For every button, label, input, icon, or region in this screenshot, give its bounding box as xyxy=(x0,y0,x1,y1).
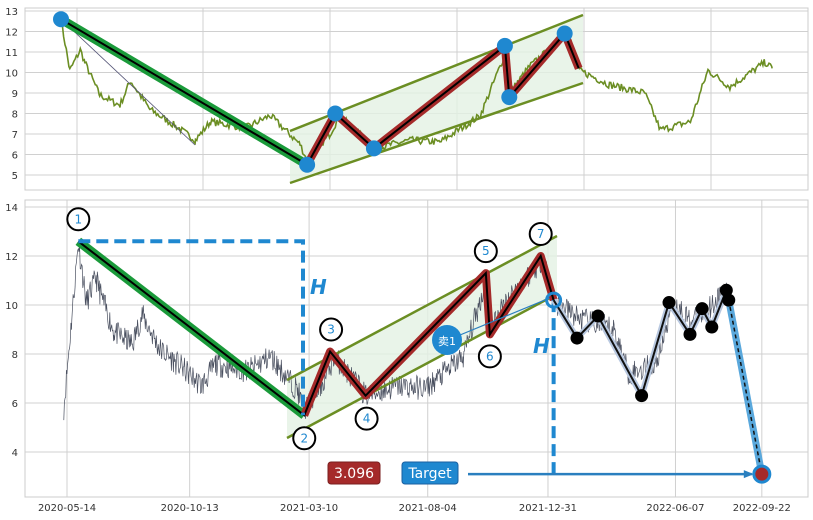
x-tick-label: 2021-12-31 xyxy=(519,503,577,514)
pivot-marker xyxy=(299,156,316,173)
y-tick-label: 8 xyxy=(12,350,18,361)
y-tick-label: 12 xyxy=(5,252,18,263)
forecast-point xyxy=(695,302,709,316)
y-tick-label: 12 xyxy=(5,28,18,39)
x-tick-label: 2021-08-04 xyxy=(399,503,457,514)
guide-arrow xyxy=(60,18,196,146)
top-panel: 5 6 7 8 9 10 11 12 13 xyxy=(5,7,809,191)
forecast-point xyxy=(570,331,584,345)
y-tick-label: 8 xyxy=(12,110,18,121)
wave-label-circle xyxy=(354,406,379,431)
forecast-path xyxy=(552,287,730,399)
wave-label: 7 xyxy=(537,227,545,241)
wave-label: 2 xyxy=(300,431,308,445)
target-value-box xyxy=(327,461,381,485)
forecast-point xyxy=(635,389,649,403)
pivot-path xyxy=(77,240,555,417)
y-tick-label: 7 xyxy=(12,130,18,141)
y-tick-label: 9 xyxy=(12,89,18,100)
price-line xyxy=(63,244,732,421)
wave-label-circle xyxy=(66,207,91,232)
target-marker xyxy=(752,464,772,484)
x-tick-label: 2020-10-13 xyxy=(161,503,219,514)
forecast-point xyxy=(705,320,719,334)
x-tick-label: 2022-09-22 xyxy=(733,503,791,514)
sell-marker xyxy=(432,325,462,355)
channel-lower xyxy=(289,81,584,185)
y-tick-label: 4 xyxy=(12,448,18,459)
target-projection-dash xyxy=(728,299,763,475)
forecast-point xyxy=(722,293,736,307)
height-label-1: H xyxy=(310,275,327,299)
target-arrowhead xyxy=(743,470,754,479)
wave-label: 3 xyxy=(327,323,335,337)
y-tick-label: 6 xyxy=(12,399,18,410)
channel-lower xyxy=(286,292,558,440)
bottom-panel: 2020-05-14 2020-10-13 2021-03-10 2021-08-04… xyxy=(5,199,809,514)
target-box xyxy=(401,461,459,485)
x-tick-label: 2021-03-10 xyxy=(280,503,338,514)
height-dashed-line xyxy=(78,239,305,416)
pivot-marker xyxy=(327,105,344,122)
wave-label-circle xyxy=(292,426,317,451)
height-label-2: H xyxy=(533,334,550,358)
forecast-point xyxy=(719,283,733,297)
y-tick-label: 13 xyxy=(5,7,18,18)
y-tick-label: 10 xyxy=(5,69,18,80)
pivot-marker xyxy=(556,25,573,42)
y-tick-label: 11 xyxy=(5,48,18,59)
pivot-marker xyxy=(496,37,513,54)
y-tick-label: 6 xyxy=(12,151,18,162)
wave-label-circle xyxy=(477,344,502,369)
y-tick-label: 10 xyxy=(5,301,18,312)
target-label: Target xyxy=(407,466,452,482)
y-tick-label: 14 xyxy=(5,203,18,214)
wave-label: 1 xyxy=(74,212,82,226)
breakout-marker xyxy=(545,291,563,309)
forecast-point xyxy=(591,309,605,323)
sell-label: 卖1 xyxy=(438,335,456,348)
target-value-label: 3.096 xyxy=(334,466,374,482)
wave-label-circle xyxy=(528,222,553,246)
x-tick-label: 2020-05-14 xyxy=(38,503,96,514)
wave-label: 6 xyxy=(486,349,494,363)
pivot-marker xyxy=(501,89,518,106)
wave-label: 5 xyxy=(482,244,490,258)
pivot-marker xyxy=(53,11,70,28)
x-tick-label: 2022-06-07 xyxy=(646,503,704,514)
wave-label-circle xyxy=(319,317,344,342)
annotations: 3.096 Target H H 卖1 xyxy=(310,275,550,485)
pivot-path xyxy=(60,18,580,167)
forecast-point xyxy=(683,327,697,341)
wave-label: 4 xyxy=(363,412,371,426)
sell-arrow xyxy=(459,297,550,336)
wave-label-circle xyxy=(473,239,498,264)
y-tick-label: 5 xyxy=(12,171,18,182)
pivot-marker xyxy=(365,140,382,157)
forecast-point xyxy=(662,296,676,310)
